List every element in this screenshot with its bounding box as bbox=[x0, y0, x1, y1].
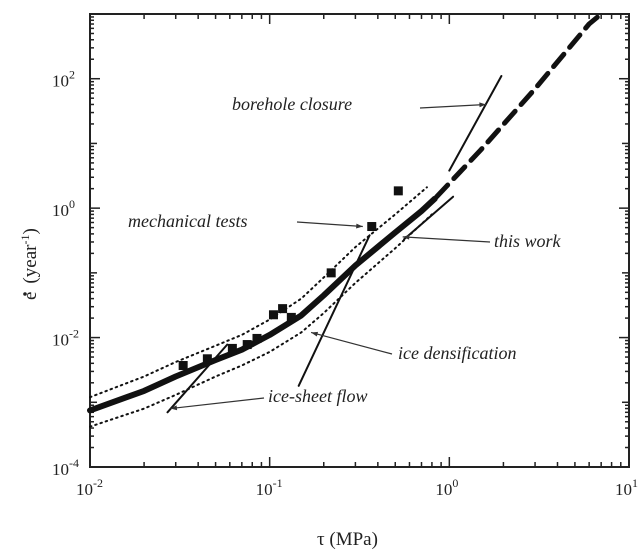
x-axis-label: τ (MPa) bbox=[317, 529, 378, 550]
svg-text:e(year-1): e (year-1) bbox=[18, 228, 41, 300]
series-thin-solid-7 bbox=[448, 75, 503, 172]
data-point bbox=[227, 343, 237, 353]
y-tick-label: 10-2 bbox=[52, 327, 79, 350]
series-thin-solid-6 bbox=[403, 195, 455, 241]
annotation-mechanical-tests: mechanical tests bbox=[128, 211, 247, 231]
annotation-borehole-closure: borehole closure bbox=[232, 94, 352, 114]
plot-frame bbox=[89, 13, 630, 468]
annotation-arrowhead bbox=[356, 223, 363, 229]
series-dashed-extension-1 bbox=[434, 11, 604, 200]
series-thin-solid-5 bbox=[297, 234, 371, 387]
annotation-arrowhead bbox=[170, 405, 178, 411]
y-tick-label: 10-4 bbox=[52, 456, 79, 479]
data-point bbox=[178, 361, 188, 371]
y-axis-label-open: (year bbox=[20, 244, 41, 284]
x-tick-label: 10-1 bbox=[256, 476, 283, 499]
data-point bbox=[252, 333, 262, 343]
y-axis-label-exp: -1 bbox=[18, 235, 32, 245]
data-point bbox=[286, 312, 296, 322]
x-tick-label: 10-2 bbox=[76, 476, 103, 499]
data-point bbox=[278, 304, 288, 314]
annotation-arrowhead bbox=[311, 331, 319, 337]
series-thin-solid-4 bbox=[166, 343, 229, 414]
axis-ticks bbox=[89, 14, 629, 468]
annotation-this-work: this work bbox=[494, 231, 562, 251]
series-layer bbox=[87, 11, 604, 428]
x-tick-label: 100 bbox=[435, 476, 458, 499]
y-axis-label-main: e bbox=[20, 292, 41, 300]
annotation-ice-densification: ice densification bbox=[398, 343, 516, 363]
annotation-arrows bbox=[170, 102, 491, 411]
x-tick-labels: 10-2 10-1 100 101 bbox=[76, 476, 638, 499]
annotation-arrowhead bbox=[479, 102, 487, 108]
y-axis-label-dot bbox=[23, 292, 27, 296]
data-point bbox=[393, 186, 403, 196]
x-tick-label: 101 bbox=[615, 476, 638, 499]
scatter-layer bbox=[178, 186, 403, 371]
series-thick-solid-0 bbox=[87, 195, 438, 414]
y-axis-label-close: ) bbox=[20, 228, 41, 234]
y-tick-labels: 10-4 10-2 100 102 bbox=[52, 68, 79, 479]
data-point bbox=[367, 222, 377, 232]
y-axis-label: e (year-1) bbox=[18, 228, 41, 300]
data-point bbox=[202, 354, 212, 364]
data-point bbox=[268, 310, 278, 320]
annotation-arrow bbox=[402, 236, 491, 243]
annotation-arrow bbox=[296, 221, 363, 228]
annotation-arrow bbox=[170, 397, 265, 410]
series-dotted-lower-3 bbox=[89, 213, 433, 428]
annotation-arrow bbox=[310, 331, 393, 355]
y-tick-label: 102 bbox=[52, 68, 75, 91]
annotation-arrowhead bbox=[402, 234, 410, 240]
y-tick-label: 100 bbox=[52, 197, 75, 220]
data-point bbox=[242, 340, 252, 350]
annotation-arrow bbox=[419, 103, 487, 109]
data-point bbox=[326, 268, 336, 278]
annotation-ice-sheet-flow: ice-sheet flow bbox=[268, 386, 367, 406]
